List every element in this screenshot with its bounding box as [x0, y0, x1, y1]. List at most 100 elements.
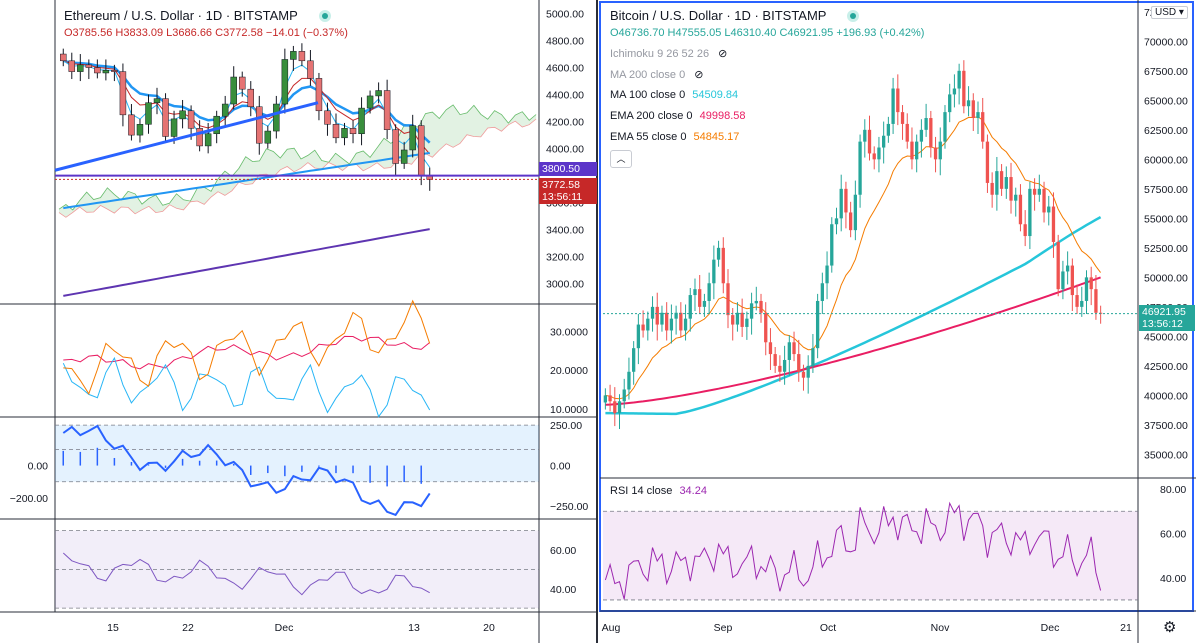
candle-body	[886, 123, 891, 136]
candle-body	[1089, 277, 1093, 290]
hidden-eye-icon[interactable]: ⊘	[694, 69, 704, 81]
currency-selector[interactable]: USD ▾	[1151, 6, 1188, 19]
indicator-ma100[interactable]: MA 100 close 0 54509.84	[610, 89, 738, 101]
last-price-tag: 46921.95 13:56:12	[1139, 305, 1195, 331]
candle-body	[204, 133, 212, 147]
ohlc-low: L3686.66	[166, 27, 213, 39]
candle-body	[111, 70, 118, 72]
indicator-ema55[interactable]: EMA 55 close 0 54845.17	[610, 131, 739, 143]
bitcoin-chart-pane[interactable]: 72500.0070000.0067500.0065000.0062500.00…	[598, 0, 1196, 643]
date-axis-tick: 20	[483, 622, 495, 634]
candle-body	[995, 171, 999, 195]
candle-body	[298, 51, 306, 62]
ethereum-chart-canvas[interactable]: 5000.00 4800.00 4600.00 4400.00 4200.00 4000.…	[0, 0, 598, 643]
rsi-band	[603, 511, 1138, 600]
ethereum-chart-pane[interactable]: 5000.00 4800.00 4600.00 4400.00 4200.00 4000.…	[0, 0, 598, 643]
price-axis-tick: 3200.00	[546, 252, 584, 264]
candle-body	[1009, 177, 1013, 201]
cci-axis-tick: −250.00	[550, 501, 588, 513]
rsi-axis-tick: 80.00	[1160, 484, 1186, 496]
candle-body	[844, 188, 848, 213]
candle-body	[256, 106, 263, 144]
live-indicator-icon	[319, 10, 331, 22]
candle-body	[966, 100, 971, 107]
candle-body	[1061, 271, 1065, 290]
ohlc-close: C3772.58	[215, 27, 263, 39]
candle-body	[759, 300, 763, 313]
date-axis-tick: 15	[107, 622, 119, 634]
candle-body	[952, 88, 957, 95]
candle-body	[315, 78, 323, 112]
candle-body	[128, 114, 135, 136]
cci-line	[62, 424, 431, 517]
candle-body	[787, 342, 791, 360]
candle-body	[990, 182, 994, 195]
adx-line	[63, 335, 431, 370]
candle-body	[896, 88, 900, 113]
candle-body	[632, 348, 636, 372]
ohlc-high: H47555.05	[667, 27, 722, 39]
candle-body	[613, 401, 617, 414]
candle-body	[1094, 289, 1098, 313]
candle-body	[768, 342, 773, 355]
plus-di-line	[62, 356, 431, 418]
date-axis-tick: Nov	[931, 622, 950, 634]
candle-body	[1042, 188, 1046, 213]
candle-body	[900, 112, 905, 124]
candle-body	[409, 125, 416, 151]
indicator-ma200[interactable]: MA 200 close 0 ⊘	[610, 68, 704, 81]
price-axis-tick: 35000.00	[1144, 449, 1188, 461]
candle-body	[1056, 241, 1060, 290]
candle-body	[179, 110, 186, 120]
price-axis-tick: 4200.00	[546, 117, 584, 129]
ohlc-change: +196.93 (+0.42%)	[836, 27, 925, 39]
candle-body	[740, 312, 744, 327]
indicator-label: EMA 55 close 0	[610, 131, 687, 143]
last-price-tag: 3772.58 13:56:11	[539, 178, 597, 204]
candle-body	[85, 64, 93, 68]
rsi-legend[interactable]: RSI 14 close 34.24	[610, 485, 707, 497]
indicator-ema200[interactable]: EMA 200 close 0 49998.58	[610, 110, 746, 122]
hidden-eye-icon[interactable]: ⊘	[718, 48, 728, 60]
candle-body	[863, 129, 867, 142]
candle-body	[1018, 194, 1023, 225]
indicator-value: 54845.17	[693, 131, 740, 143]
ohlc-low: L46310.40	[724, 27, 777, 39]
price-axis-tick: 57500.00	[1144, 184, 1188, 196]
ma-100-line	[63, 151, 430, 210]
candle-body	[773, 354, 777, 366]
candle-body	[877, 147, 881, 160]
candle-body	[1028, 188, 1032, 237]
indicator-ichimoku[interactable]: Ichimoku 9 26 52 26 ⊘	[610, 47, 727, 60]
collapse-legend-button[interactable]: ︿	[610, 150, 632, 168]
bitcoin-chart-canvas[interactable]: 72500.0070000.0067500.0065000.0062500.00…	[598, 0, 1196, 643]
candle-body	[1084, 277, 1089, 301]
candle-body	[1070, 265, 1074, 296]
dmi-axis-tick: 10.0000	[550, 404, 588, 416]
rsi-label: RSI 14 close	[610, 485, 673, 497]
indicator-value: 54509.84	[692, 89, 739, 101]
candle-body	[332, 124, 340, 139]
ichimoku-span-b	[58, 118, 537, 218]
candle-body	[636, 324, 641, 349]
candle-body	[929, 118, 933, 148]
candle-body	[698, 289, 702, 307]
price-axis-tick: 52500.00	[1144, 243, 1188, 255]
candle-body	[834, 218, 839, 225]
candle-body	[919, 129, 924, 142]
indicator-label: MA 100 close 0	[610, 89, 686, 101]
indicator-label: Ichimoku 9 26 52 26	[610, 48, 710, 60]
rsi-axis-tick: 60.00	[550, 545, 576, 557]
candle-body	[221, 103, 229, 117]
candle-body	[650, 306, 655, 319]
candle-body	[264, 130, 272, 144]
candle-body	[688, 295, 692, 319]
candle-body	[707, 283, 711, 301]
candle-body	[603, 395, 608, 403]
price-axis-tick: 5000.00	[546, 9, 584, 21]
settings-gear-icon[interactable]: ⚙	[1163, 619, 1177, 636]
candle-body	[858, 141, 862, 195]
candle-body	[749, 303, 754, 319]
candle-body	[136, 124, 144, 136]
candle-body	[867, 129, 872, 154]
